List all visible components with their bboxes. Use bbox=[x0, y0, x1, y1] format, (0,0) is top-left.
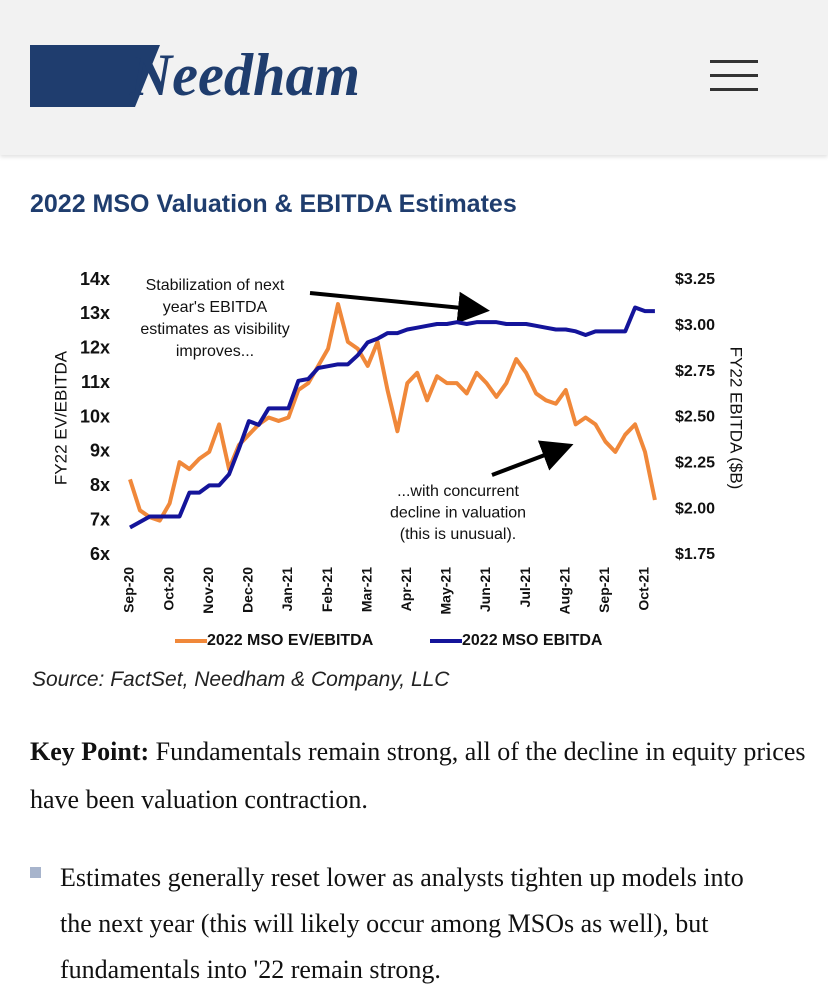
logo[interactable]: Needham bbox=[30, 45, 362, 107]
y2-tick-label: $3.00 bbox=[675, 317, 715, 334]
annotation: Stabilization of next bbox=[146, 277, 285, 294]
y2-tick-label: $3.25 bbox=[675, 271, 715, 288]
y2-axis-title: FY22 EBITDA ($B) bbox=[727, 347, 746, 490]
y2-tick-label: $2.50 bbox=[675, 409, 715, 426]
x-tick-label: Aug-21 bbox=[556, 567, 572, 615]
arrows bbox=[309, 291, 574, 477]
legend-label: 2022 MSO EV/EBITDA bbox=[207, 632, 374, 649]
y-tick-label: 12x bbox=[80, 338, 110, 358]
x-tick-label: Oct-20 bbox=[160, 567, 176, 611]
y-tick-label: 9x bbox=[90, 441, 110, 461]
annotation: estimates as visibility bbox=[140, 321, 289, 338]
key-point-text: Fundamentals remain strong, all of the d… bbox=[30, 737, 806, 814]
x-tick-label: Sep-20 bbox=[121, 567, 137, 613]
annotation: (this is unusual). bbox=[400, 526, 517, 543]
y-tick-label: 14x bbox=[80, 269, 110, 289]
y2-tick-label: $2.00 bbox=[675, 500, 715, 517]
y-tick-label: 6x bbox=[90, 544, 110, 564]
header: Needham bbox=[0, 0, 828, 155]
x-tick-label: Oct-21 bbox=[636, 567, 652, 611]
section-title: 2022 MSO Valuation & EBITDA Estimates bbox=[30, 190, 517, 218]
source: Source: FactSet, Needham & Company, LLC bbox=[32, 668, 450, 691]
x-tick-label: Feb-21 bbox=[319, 567, 335, 612]
bullet-text: Estimates generally reset lower as analy… bbox=[60, 863, 744, 984]
x-tick-label: Sep-21 bbox=[596, 567, 612, 613]
annotation: year's EBITDA bbox=[163, 299, 268, 316]
line-series bbox=[129, 305, 655, 530]
x-tick-label: Apr-21 bbox=[398, 567, 414, 612]
x-tick-label: Mar-21 bbox=[358, 567, 374, 612]
y-axis-title: FY22 EV/EBITDA bbox=[51, 350, 70, 485]
x-tick-label: Jan-21 bbox=[279, 567, 295, 612]
key-point: Key Point: Fundamentals remain strong, a… bbox=[30, 728, 810, 824]
y-tick-label: 7x bbox=[90, 509, 110, 529]
annotation: ...with concurrent bbox=[397, 483, 519, 500]
x-tick-label: Jun-21 bbox=[477, 567, 493, 612]
legend-label: 2022 MSO EBITDA bbox=[462, 632, 603, 649]
y-tick-label: 11x bbox=[81, 372, 110, 392]
x-tick-label: Nov-20 bbox=[200, 567, 216, 614]
y-tick-label: 13x bbox=[80, 303, 110, 323]
x-tick-label: May-21 bbox=[438, 567, 454, 615]
y-tick-label: 10x bbox=[80, 406, 110, 426]
y2-tick-label: $1.75 bbox=[675, 546, 715, 563]
y2-tick-label: $2.75 bbox=[675, 363, 715, 380]
logo-text: Needham bbox=[129, 45, 360, 107]
x-tick-label: Dec-20 bbox=[240, 567, 256, 613]
x-tick-label: Jul-21 bbox=[517, 567, 533, 608]
bullet-marker bbox=[30, 867, 41, 878]
line-series bbox=[128, 302, 657, 523]
y2-tick-label: $2.25 bbox=[675, 455, 715, 472]
y-tick-label: 8x bbox=[90, 475, 110, 495]
menu-button[interactable] bbox=[710, 60, 758, 92]
annotation: decline in valuation bbox=[390, 505, 526, 522]
key-point-label: Key Point: bbox=[30, 737, 150, 766]
annotation: improves... bbox=[176, 343, 254, 360]
chart: 6x 7x 8x 9x 10x 11x 12x 13x 14x $1.75 $2.00 $2.25 $2… bbox=[51, 269, 746, 649]
